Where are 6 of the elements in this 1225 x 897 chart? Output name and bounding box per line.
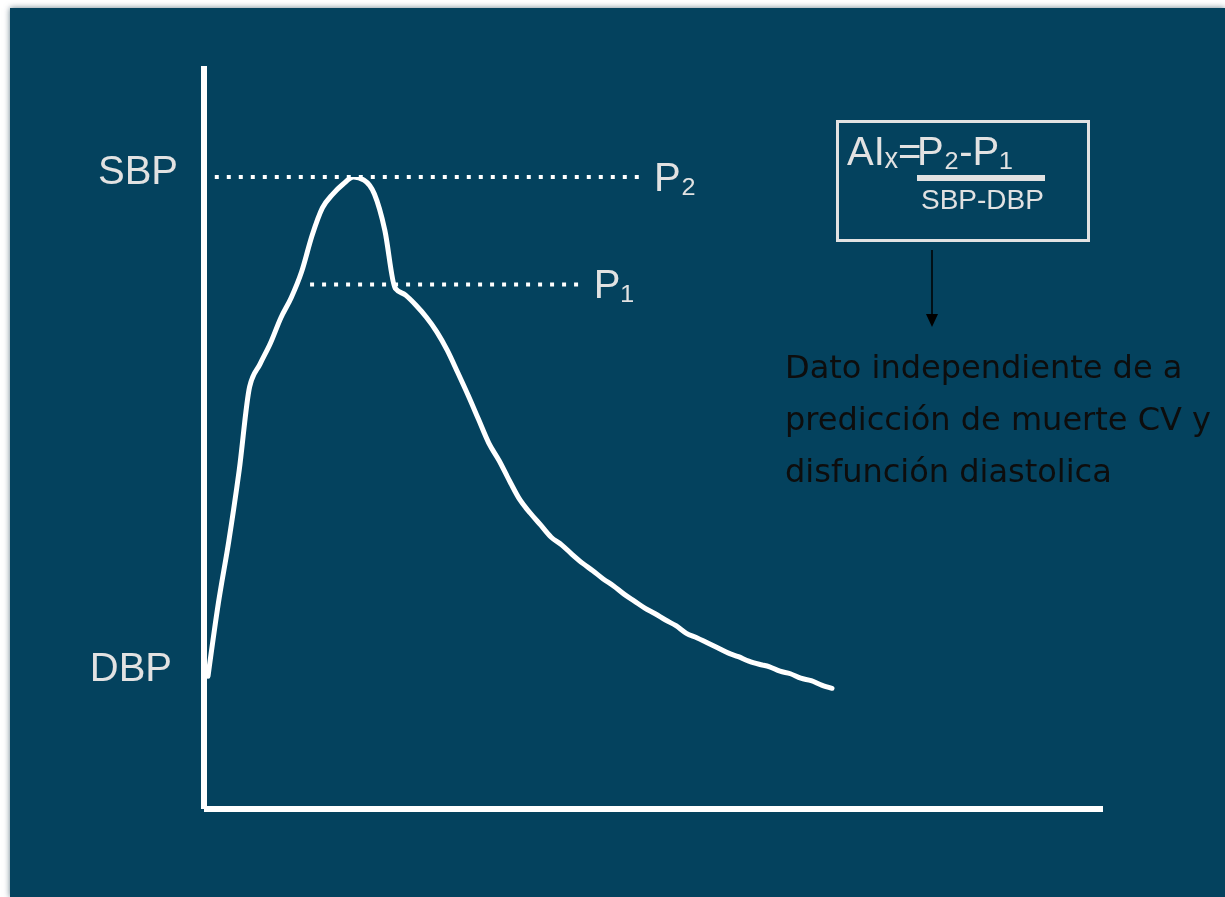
text: DBP [88,645,172,689]
annotation: Dato independiente de a predicción de muerte CV y disfunción diastolica [785,347,1212,492]
ref-line-label: P₁ [593,262,634,307]
text: SBP [96,148,178,192]
ref-line-label: P₂ [654,155,697,199]
formula-box: AIₓ=P₂-P₁ SBP-DBP [836,120,1090,242]
